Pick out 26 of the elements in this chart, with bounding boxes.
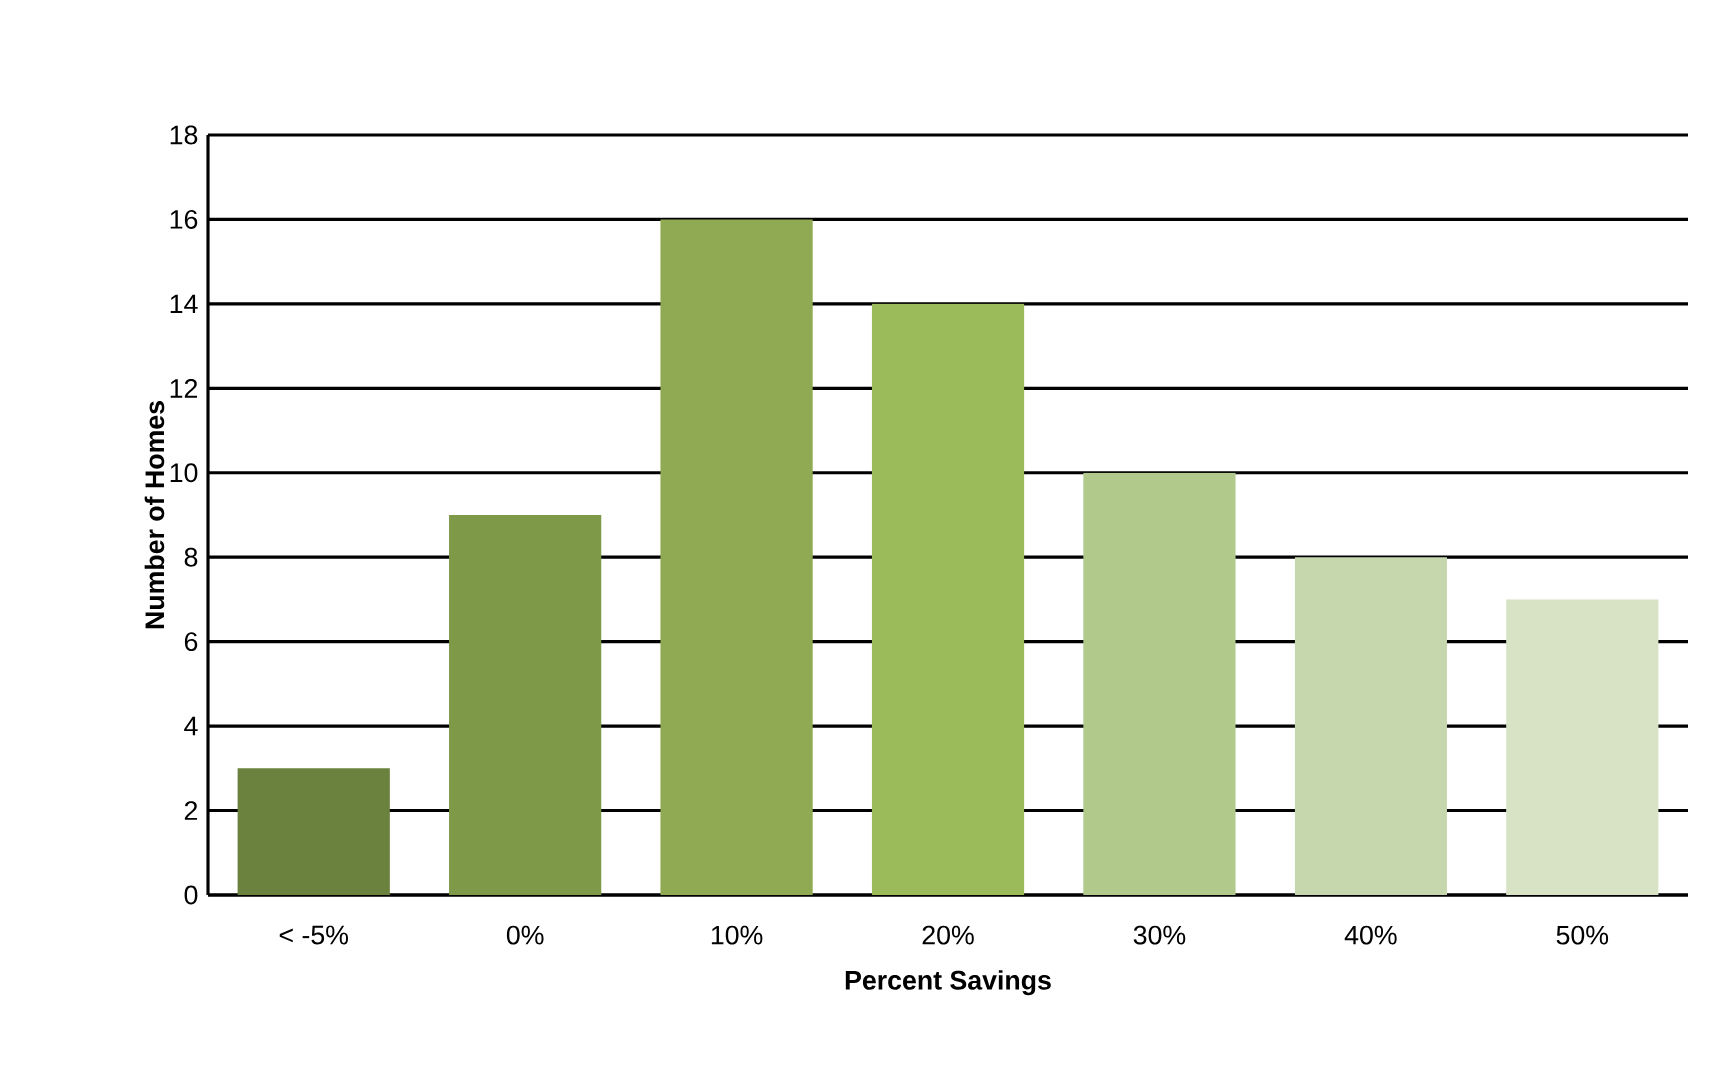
y-axis-title: Number of Homes	[144, 401, 165, 629]
x-tick-label: 10%	[711, 925, 763, 945]
y-tick-label: 8	[184, 547, 198, 567]
bar	[1083, 472, 1236, 895]
y-tick-label: 16	[170, 209, 198, 229]
x-tick-label: < -5%	[279, 925, 349, 945]
y-tick-label: 10	[170, 463, 198, 483]
x-tick-label: 30%	[1133, 925, 1186, 945]
x-tick-label: 0%	[506, 925, 544, 945]
bar	[237, 768, 390, 895]
y-tick-label: 14	[170, 294, 198, 314]
bar	[660, 219, 813, 895]
y-tick-label: 12	[170, 378, 198, 398]
y-tick-label: 18	[170, 125, 198, 145]
y-tick-label: 2	[184, 801, 198, 820]
bar	[1506, 599, 1659, 895]
y-tick-label: 4	[184, 716, 198, 736]
x-axis-title: Percent Savings	[845, 970, 1051, 996]
bar	[1294, 557, 1447, 895]
bar	[871, 303, 1025, 895]
y-tick-label: 0	[184, 885, 198, 905]
x-tick-label: 50%	[1556, 925, 1609, 945]
x-tick-label: 20%	[922, 925, 974, 945]
bar	[449, 514, 602, 895]
y-tick-label: 6	[184, 632, 198, 652]
x-tick-label: 40%	[1344, 925, 1397, 945]
